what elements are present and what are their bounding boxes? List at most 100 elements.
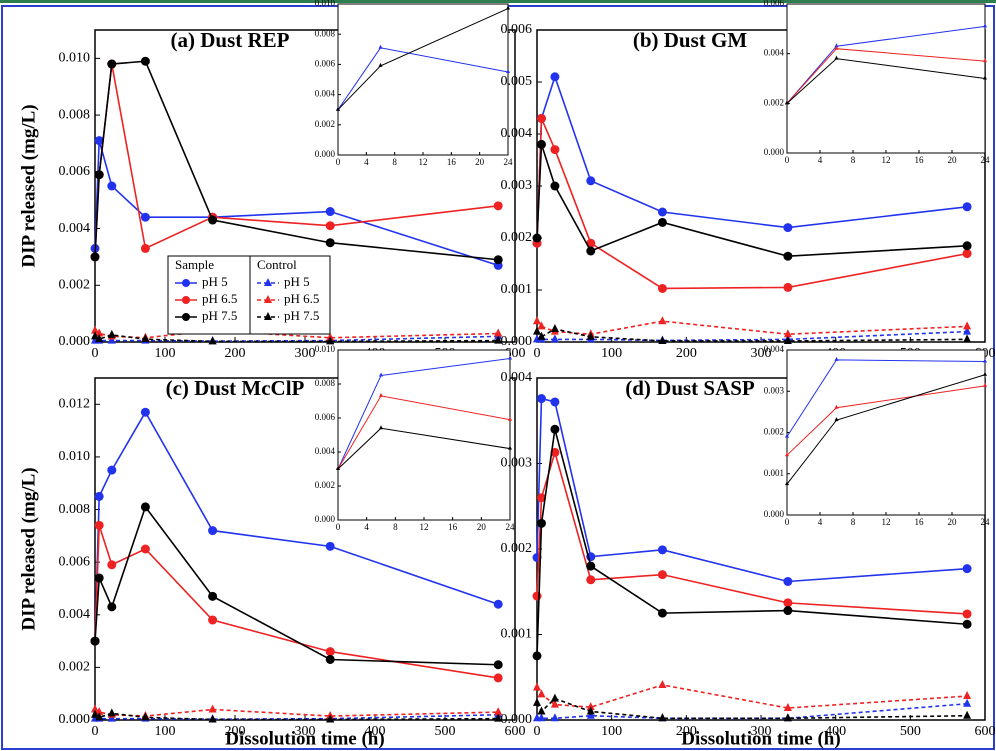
- y-tick-label: 0.004: [59, 607, 91, 622]
- x-tick-label: 300: [751, 346, 772, 361]
- y-tick-label: 0.002: [764, 97, 784, 107]
- marker: [785, 481, 789, 486]
- y-tick-label: 0.006: [501, 22, 533, 37]
- marker: [983, 23, 987, 28]
- marker: [586, 331, 595, 340]
- x-tick-label: 4: [818, 517, 823, 527]
- marker: [264, 295, 272, 303]
- marker: [536, 394, 546, 404]
- marker: [208, 215, 218, 225]
- marker: [657, 545, 667, 555]
- y-tick-label: 0.002: [315, 119, 335, 129]
- y-tick-label: 0.004: [764, 344, 785, 354]
- marker: [94, 573, 104, 583]
- x-tick-label: 24: [506, 522, 516, 532]
- marker: [326, 336, 335, 345]
- marker: [140, 212, 150, 222]
- marker: [550, 72, 560, 82]
- panel-title: (d) Dust SASP: [625, 376, 755, 400]
- marker: [550, 713, 559, 722]
- y-tick-label: 0.004: [315, 446, 336, 456]
- y-tick-label: 0.010: [315, 344, 336, 354]
- marker: [107, 329, 116, 338]
- marker: [325, 647, 335, 657]
- x-tick-label: 20: [475, 157, 485, 167]
- x-axis-label: Dissolution time (h): [225, 728, 384, 749]
- x-tick-label: 0: [92, 724, 99, 739]
- marker: [550, 181, 560, 191]
- marker: [379, 392, 383, 397]
- y-tick-label: 0.008: [315, 378, 336, 388]
- marker: [533, 697, 541, 706]
- marker: [658, 679, 667, 688]
- marker: [208, 526, 218, 536]
- marker: [834, 356, 839, 361]
- y-tick-label: 0.004: [764, 48, 785, 58]
- y-tick-label: 0.008: [59, 107, 91, 122]
- y-tick-label: 0.003: [764, 385, 785, 395]
- marker: [834, 43, 839, 48]
- marker: [657, 217, 667, 227]
- y-tick-label: 0.004: [315, 89, 336, 99]
- marker: [141, 712, 150, 721]
- panel-title: (a) Dust REP: [171, 28, 290, 52]
- marker: [550, 424, 560, 434]
- x-tick-label: 300: [295, 346, 316, 361]
- marker: [536, 139, 546, 149]
- marker: [962, 619, 972, 629]
- x-tick-label: 24: [981, 517, 991, 527]
- x-tick-label: 8: [851, 517, 856, 527]
- marker: [182, 279, 190, 287]
- marker: [94, 136, 104, 146]
- x-tick-label: 100: [155, 724, 176, 739]
- marker: [95, 334, 104, 343]
- marker: [586, 575, 596, 585]
- x-tick-label: 24: [504, 157, 514, 167]
- y-axis-label: DIP released (mg/L): [18, 467, 39, 630]
- y-tick-label: 0.006: [315, 58, 336, 68]
- marker: [336, 466, 340, 470]
- marker: [91, 325, 99, 334]
- marker: [493, 201, 503, 211]
- x-tick-label: 600: [975, 724, 996, 739]
- x-tick-label: 400: [365, 724, 386, 739]
- marker: [783, 703, 792, 712]
- x-tick-label: 12: [882, 517, 891, 527]
- marker: [536, 493, 546, 503]
- x-tick-label: 100: [601, 724, 622, 739]
- y-tick-label: 0.000: [764, 147, 785, 157]
- x-tick-label: 12: [420, 522, 429, 532]
- x-tick-label: 8: [851, 155, 856, 165]
- marker: [107, 708, 116, 717]
- y-tick-label: 0.008: [59, 502, 91, 517]
- marker: [508, 355, 512, 360]
- inset-frame: [337, 3, 509, 156]
- legend-label: pH 5: [284, 274, 310, 289]
- marker: [140, 502, 150, 512]
- marker: [208, 615, 218, 625]
- marker: [107, 465, 117, 475]
- marker: [962, 609, 972, 619]
- x-tick-label: 20: [948, 155, 958, 165]
- panel-title: (c) Dust McClP: [166, 376, 305, 400]
- marker: [834, 404, 839, 409]
- marker: [140, 544, 150, 554]
- y-tick-label: 0.000: [59, 334, 91, 349]
- y-tick-label: 0.000: [59, 712, 91, 727]
- marker: [208, 336, 217, 345]
- marker: [508, 416, 512, 421]
- marker: [537, 689, 546, 698]
- marker: [586, 246, 596, 256]
- marker: [94, 520, 104, 530]
- x-tick-label: 0: [336, 157, 341, 167]
- marker: [783, 282, 793, 292]
- x-tick-label: 0: [336, 522, 341, 532]
- x-tick-label: 8: [393, 522, 398, 532]
- marker: [785, 452, 789, 457]
- marker: [983, 75, 987, 80]
- x-tick-label: 20: [948, 517, 958, 527]
- x-tick-label: 12: [419, 157, 428, 167]
- marker: [963, 334, 972, 343]
- y-tick-label: 0.003: [501, 178, 533, 193]
